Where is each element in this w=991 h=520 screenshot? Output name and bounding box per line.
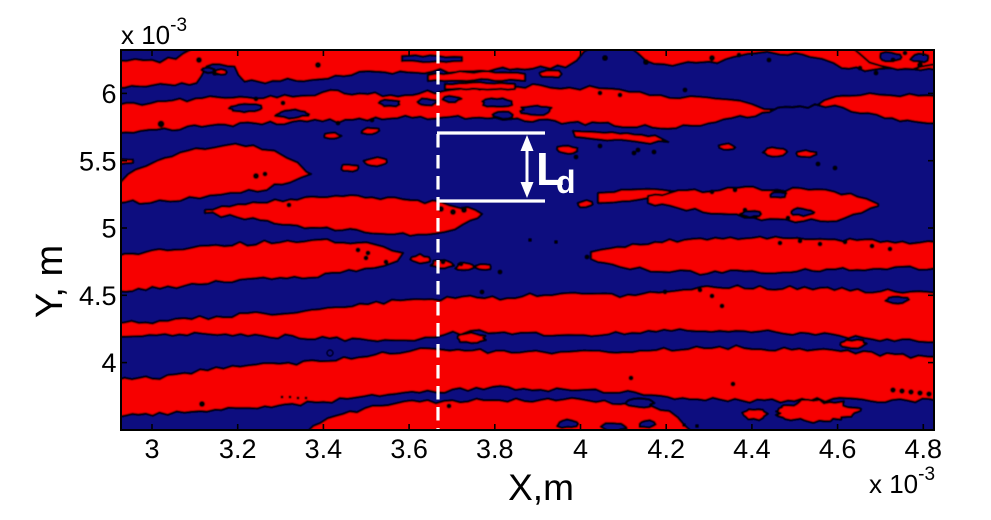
svg-text:4.8: 4.8 [905, 434, 943, 464]
svg-text:3.6: 3.6 [390, 434, 428, 464]
svg-text:6: 6 [101, 79, 116, 109]
svg-text:4.2: 4.2 [647, 434, 685, 464]
svg-text:3.2: 3.2 [219, 434, 257, 464]
svg-text:3.8: 3.8 [476, 434, 514, 464]
svg-text:5.5: 5.5 [79, 146, 117, 176]
svg-text:4.4: 4.4 [733, 434, 771, 464]
svg-text:X,m: X,m [508, 467, 574, 508]
svg-text:x 10-3: x 10-3 [121, 15, 187, 50]
svg-text:L: L [536, 143, 564, 195]
svg-text:4.5: 4.5 [79, 281, 117, 311]
svg-text:4: 4 [573, 434, 588, 464]
svg-text:5: 5 [101, 214, 116, 244]
svg-text:4: 4 [101, 348, 116, 378]
svg-text:d: d [556, 164, 576, 200]
svg-text:3.4: 3.4 [305, 434, 343, 464]
svg-text:Y, m: Y, m [29, 245, 71, 318]
svg-text:3: 3 [144, 434, 159, 464]
svg-text:4.6: 4.6 [819, 434, 857, 464]
